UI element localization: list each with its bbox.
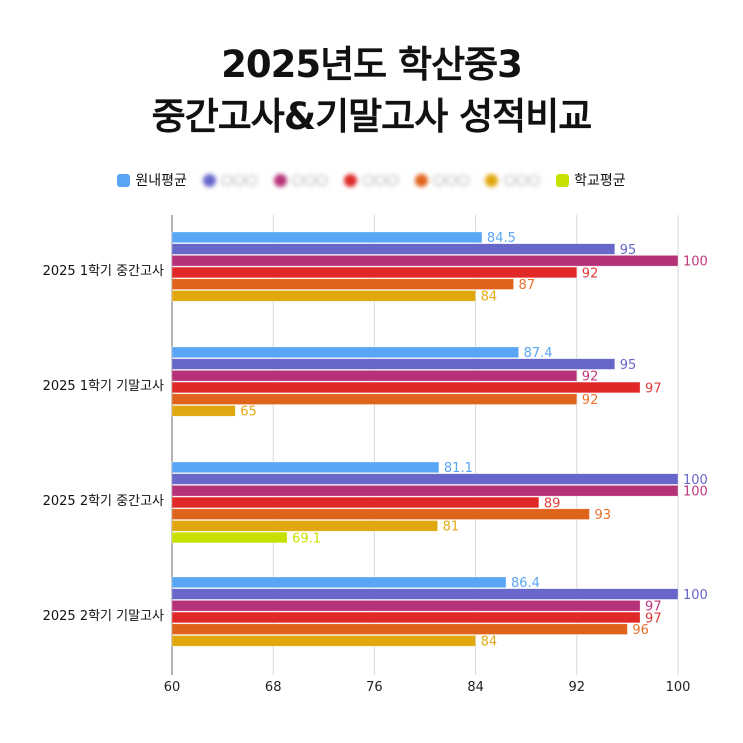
legend-swatch: [344, 173, 358, 187]
bar: [171, 358, 616, 370]
data-label: 69.1: [292, 531, 321, 546]
chart-title-line1: 2025년도 학산중3: [221, 43, 523, 86]
legend-swatch: [202, 173, 216, 187]
data-label: 100: [683, 255, 708, 270]
legend: 원내평균 ○○○ ○○○ ○○○ ○○○ ○○○ 학교평균: [0, 170, 743, 190]
legend-swatch: [273, 173, 287, 187]
bar: [171, 576, 507, 588]
bar: [171, 600, 641, 612]
legend-label: 학교평균: [574, 173, 626, 189]
bar: [171, 611, 641, 624]
legend-item: 학교평균: [556, 170, 626, 190]
legend-item: ○○○: [485, 172, 540, 188]
data-label: 86.4: [511, 576, 540, 591]
x-tick-label: 76: [366, 680, 383, 695]
data-label: 84: [481, 635, 498, 650]
data-label: 97: [645, 611, 662, 626]
x-tick-label: 84: [467, 680, 484, 695]
data-label: 93: [594, 508, 611, 523]
bar: [171, 231, 483, 243]
data-label: 89: [544, 496, 561, 511]
bar: [171, 635, 476, 647]
legend-item: ○○○: [414, 172, 470, 188]
bar: [171, 370, 578, 382]
x-tick-label: 100: [666, 680, 691, 695]
data-label: 84: [481, 290, 498, 305]
data-label: 97: [645, 600, 662, 615]
bar: [171, 346, 519, 358]
data-label: 92: [582, 393, 599, 408]
category-label: 2025 1학기 중간고사: [43, 264, 164, 279]
data-label: 87.4: [524, 346, 553, 361]
legend-item: ○○○: [273, 172, 329, 188]
legend-item: ○○○: [344, 172, 399, 188]
data-label: 95: [620, 358, 637, 373]
data-label: 81.1: [444, 461, 473, 476]
bar: [171, 531, 288, 544]
bar: [171, 485, 679, 497]
x-tick-label: 68: [265, 680, 282, 695]
x-tick-label: 92: [569, 680, 586, 695]
bar: [171, 473, 679, 485]
bar: [171, 290, 476, 302]
data-label: 100: [683, 485, 708, 500]
data-label: 100: [683, 473, 708, 488]
bar: [171, 623, 628, 635]
legend-item: ○○○: [202, 172, 258, 188]
bar: [171, 243, 616, 255]
legend-swatch: [117, 173, 131, 187]
bar: [171, 393, 578, 405]
data-label: 97: [645, 381, 662, 396]
bar: [171, 461, 440, 473]
data-label: 100: [683, 588, 708, 603]
legend-swatch: [414, 173, 428, 187]
data-label: 87: [519, 278, 536, 293]
legend-label: ○○○: [362, 172, 399, 188]
bar: [171, 255, 679, 267]
bar: [171, 405, 236, 417]
chart-title-line2: 중간고사&기말고사 성적비교: [151, 95, 593, 138]
bar: [171, 520, 438, 532]
data-label: 81: [443, 520, 460, 535]
category-label: 2025 1학기 기말고사: [43, 379, 164, 394]
legend-label: ○○○: [220, 172, 258, 188]
legend-label: ○○○: [503, 172, 541, 188]
legend-swatch: [485, 173, 499, 187]
legend-item: 원내평균: [117, 170, 187, 190]
bar: [171, 588, 679, 600]
data-label: 92: [582, 266, 599, 281]
legend-label: ○○○: [432, 172, 470, 188]
data-label: 92: [582, 370, 599, 385]
data-label: 84.5: [487, 231, 516, 246]
bar: [171, 266, 578, 279]
data-label: 95: [620, 243, 637, 258]
legend-swatch: [556, 173, 570, 187]
legend-label: 원내평균: [135, 173, 187, 189]
bar: [171, 381, 641, 394]
legend-label: ○○○: [291, 172, 329, 188]
bar: [171, 496, 540, 509]
data-label: 65: [240, 405, 257, 420]
bar: [171, 278, 514, 290]
x-tick-label: 60: [164, 680, 181, 695]
data-label: 96: [632, 623, 649, 638]
category-label: 2025 2학기 중간고사: [43, 494, 164, 509]
category-label: 2025 2학기 기말고사: [43, 609, 164, 624]
bar: [171, 508, 590, 520]
